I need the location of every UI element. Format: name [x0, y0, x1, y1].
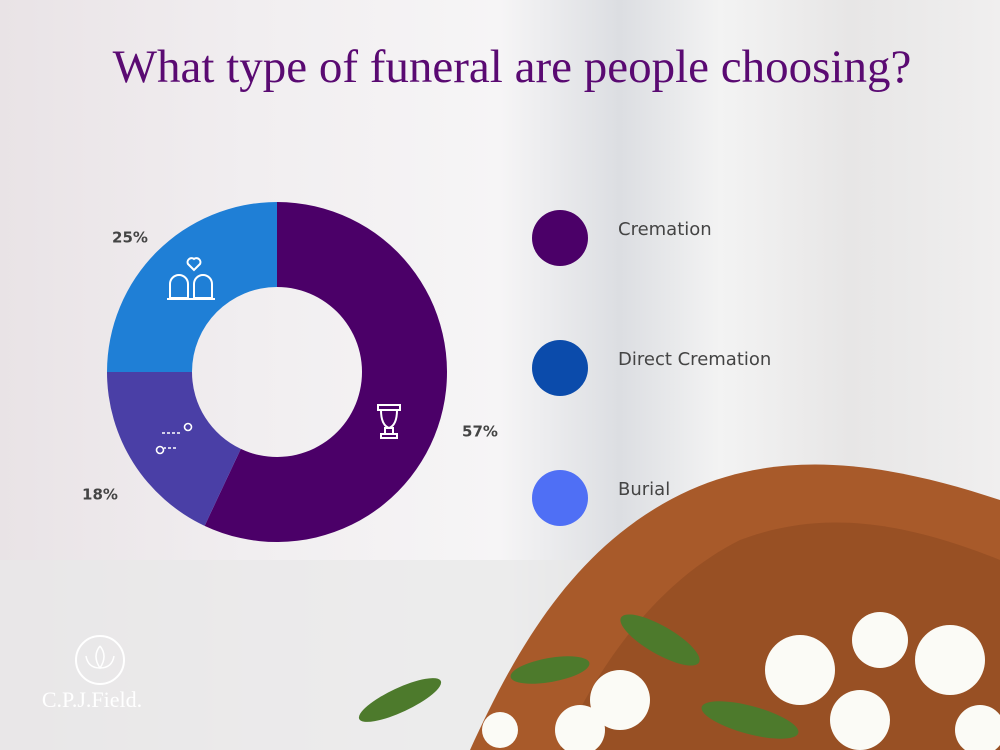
urn-icon	[377, 404, 401, 439]
donut-segment	[107, 372, 241, 526]
leaf-shade	[560, 522, 1000, 750]
data-label: 18%	[82, 486, 118, 504]
chart-title: What type of funeral are people choosing…	[113, 41, 912, 93]
donut-segment	[107, 202, 277, 372]
flowers	[482, 612, 1000, 750]
legend-label: Direct Cremation	[618, 349, 771, 370]
logo: C.P.J.Field.	[42, 635, 142, 712]
brand: C.P.J.Field.	[42, 687, 142, 712]
legend-label: Cremation	[618, 219, 712, 240]
legend-label: Burial	[618, 479, 670, 500]
legend-swatch	[532, 210, 588, 266]
grave-icon	[167, 257, 215, 300]
legend-swatch	[532, 340, 588, 396]
legend-swatch	[532, 470, 588, 526]
foliage	[358, 614, 799, 739]
data-label: 25%	[112, 229, 148, 247]
data-label: 57%	[462, 423, 498, 441]
donut-segment	[204, 202, 447, 542]
route-icon	[155, 422, 193, 455]
